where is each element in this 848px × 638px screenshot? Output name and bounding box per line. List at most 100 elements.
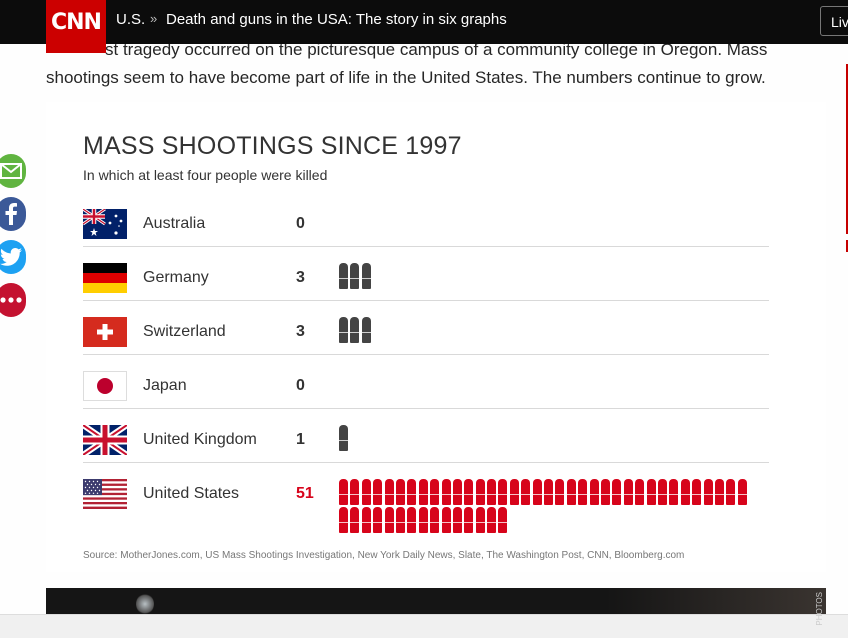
bullet-mark [612,479,622,505]
shooting-count: 0 [296,377,305,394]
bullet-mark [350,263,360,289]
infographic-source: Source: MotherJones.com, US Mass Shootin… [83,550,685,561]
country-name: United States [143,485,240,502]
bullet-mark [657,479,667,505]
email-share-button[interactable] [0,154,26,188]
bullet-mark [692,479,702,505]
page-title: Death and guns in the USA: The story in … [166,11,507,28]
country-row: Australia 0 [83,192,769,247]
twitter-icon [0,248,22,266]
row-divider [83,246,769,247]
bullet-mark [589,479,599,505]
bullet-mark [555,479,565,505]
side-advertisement-tab[interactable] [846,240,848,252]
bullet-mark [395,507,405,533]
bullet-pictogram [339,479,759,535]
bullet-pictogram [339,263,759,291]
bullet-mark [566,479,576,505]
bullet-mark [361,479,371,505]
bullet-mark [418,479,428,505]
bullet-mark [350,479,360,505]
bullet-mark [475,507,485,533]
bullet-mark [646,479,656,505]
country-name: Germany [143,269,209,286]
article-photo[interactable] [46,588,826,618]
bullet-mark [361,507,371,533]
uk-flag [83,425,127,455]
bullet-mark [669,479,679,505]
bullet-pictogram [339,425,759,453]
country-row: Germany 3 [83,246,769,301]
bullet-mark [714,479,724,505]
browser-bottom-bar [0,614,848,638]
bullet-mark [350,317,360,343]
shooting-count: 1 [296,431,305,448]
bullet-mark [373,479,383,505]
facebook-icon [5,203,17,225]
bullet-mark [407,479,417,505]
row-divider [83,408,769,409]
bullet-mark [339,507,348,533]
twitter-share-button[interactable] [0,240,26,274]
more-icon [0,297,22,303]
country-name: Switzerland [143,323,226,340]
country-row: United Kingdom 1 [83,408,769,463]
live-tv-button[interactable]: Live [820,6,848,36]
bullet-mark [384,479,394,505]
bullet-pictogram [339,317,759,345]
country-name: Australia [143,215,206,232]
bullet-mark [726,479,736,505]
logo-text: CNN [51,10,102,35]
bullet-mark [452,479,462,505]
bullet-mark [339,263,348,289]
bullet-mark [373,507,383,533]
bullet-mark [600,479,610,505]
bullet-mark [498,507,508,533]
breadcrumb-separator: » [150,11,158,26]
row-divider [83,462,769,463]
shooting-count: 3 [296,323,305,340]
bullet-mark [339,317,348,343]
more-share-button[interactable] [0,283,26,317]
shooting-count: 51 [296,485,314,502]
cnn-logo[interactable]: CNN [46,0,106,53]
facebook-share-button[interactable] [0,197,26,231]
bullet-mark [578,479,588,505]
shooting-count: 3 [296,269,305,286]
mass-shootings-infographic: MASS SHOOTINGS SINCE 1997 In which at le… [46,102,826,572]
infographic-subtitle: In which at least four people were kille… [83,167,328,183]
bullet-mark [350,507,360,533]
bullet-mark [441,507,451,533]
bullet-mark [509,479,519,505]
bullet-mark [339,479,348,505]
bullet-mark [361,263,371,289]
switzerland-flag [83,317,127,347]
article-line-1: st tragedy occurred on the picturesque c… [105,40,768,59]
country-row: Switzerland 3 [83,300,769,355]
bullet-mark [475,479,485,505]
infographic-title: MASS SHOOTINGS SINCE 1997 [83,132,462,160]
bullet-mark [680,479,690,505]
country-name: United Kingdom [143,431,257,448]
bullet-mark [339,425,348,451]
top-navigation-bar: U.S. » Death and guns in the USA: The st… [0,0,848,44]
bullet-mark [452,507,462,533]
bullet-mark [384,507,394,533]
country-row: Japan 0 [83,354,769,409]
japan-flag [83,371,127,401]
bullet-mark [430,507,440,533]
bullet-mark [487,507,497,533]
bullet-mark [623,479,633,505]
bullet-mark [418,507,428,533]
bullet-mark [532,479,542,505]
section-link[interactable]: U.S. [116,11,146,28]
photo-highlight [136,593,154,615]
bullet-mark [464,479,474,505]
bullet-mark [441,479,451,505]
row-divider [83,300,769,301]
side-advertisement[interactable] [846,64,848,234]
us-flag [83,479,127,509]
bullet-mark [395,479,405,505]
australia-flag [83,209,127,239]
bullet-mark [430,479,440,505]
